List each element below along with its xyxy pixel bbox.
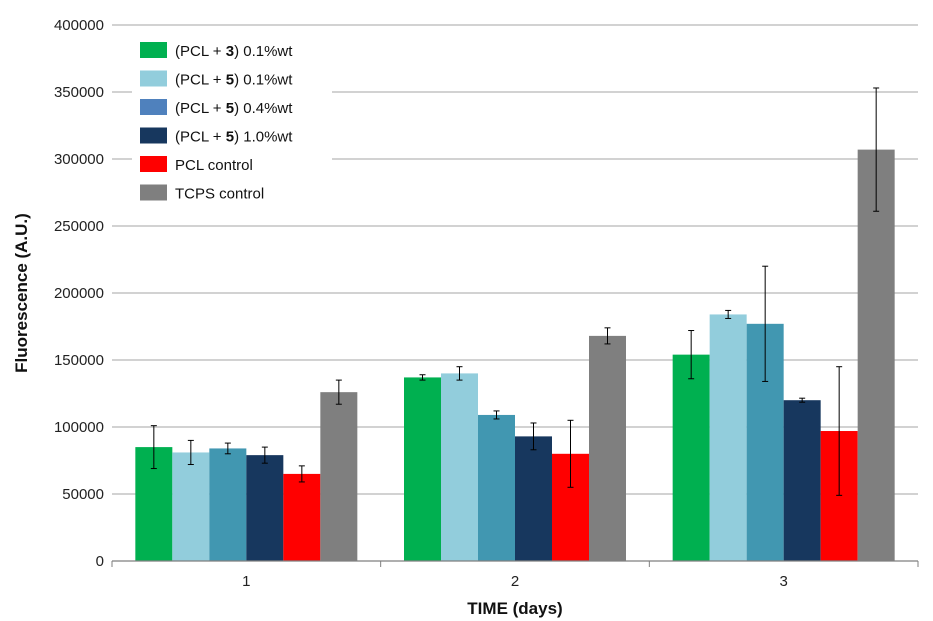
y-tick-label: 400000: [54, 17, 104, 34]
bar: [172, 452, 210, 561]
y-tick-label: 100000: [54, 419, 104, 436]
legend-swatch: [140, 184, 167, 201]
error-bar: [298, 465, 305, 483]
error-bar: [688, 330, 695, 380]
legend-label: PCL control: [175, 157, 253, 174]
legend-label: (PCL + 5) 1.0%wt: [175, 129, 293, 146]
error-bar: [836, 366, 843, 496]
error-bar: [567, 419, 574, 488]
error-bar: [604, 327, 611, 345]
legend-item: (PCL + 3) 0.1%wt: [140, 42, 293, 60]
bar: [589, 335, 626, 561]
bars: [135, 87, 895, 561]
bar: [478, 414, 515, 561]
bar: [857, 149, 895, 561]
legend-item: TCPS control: [140, 184, 264, 203]
legend-swatch: [140, 42, 167, 58]
error-bar: [261, 446, 268, 464]
error-bar: [873, 87, 880, 212]
legend-swatch: [140, 70, 167, 87]
bar: [515, 436, 552, 561]
error-bar: [335, 379, 342, 405]
error-bar: [725, 309, 732, 319]
legend-swatch: [140, 99, 167, 115]
y-tick-labels: 0 50000 100000 150000 200000 250000 300000 3500…: [54, 17, 104, 570]
legend: (PCL + 3) 0.1%wt (PCL + 5) 0.1%wt (PCL + 5…: [132, 33, 332, 211]
y-tick-label: 200000: [54, 285, 104, 302]
legend-label: (PCL + 5) 0.1%wt: [175, 72, 293, 89]
bar: [246, 455, 284, 561]
y-tick-label: 350000: [54, 84, 104, 101]
y-tick-label: 50000: [62, 486, 104, 503]
legend-item: (PCL + 5) 1.0%wt: [140, 127, 293, 146]
legend-item: (PCL + 5) 0.4%wt: [140, 99, 293, 117]
error-bar: [530, 422, 537, 451]
x-tick-label: 2: [511, 573, 519, 590]
bar: [441, 373, 478, 561]
y-tick-label: 0: [96, 553, 104, 570]
x-tick-label: 1: [242, 573, 250, 590]
legend-label: TCPS control: [175, 186, 264, 203]
y-tick-label: 150000: [54, 352, 104, 369]
legend-swatch: [140, 127, 167, 144]
bar: [320, 392, 358, 561]
bar: [709, 314, 747, 561]
bar: [783, 400, 821, 561]
error-bar: [419, 374, 426, 381]
error-bar: [799, 397, 806, 403]
legend-swatch: [140, 156, 167, 172]
error-bar: [150, 425, 157, 470]
y-axis-title: Fluorescence (A.U.): [12, 213, 31, 373]
error-bar: [224, 442, 231, 455]
x-tick-labels: 1 2 3: [111, 561, 919, 590]
error-bar: [187, 439, 194, 466]
bar: [283, 473, 321, 561]
error-bar: [762, 265, 769, 382]
legend-item: PCL control: [140, 156, 253, 174]
bar: [672, 354, 710, 561]
x-tick-label: 3: [779, 573, 787, 590]
bar: [404, 377, 441, 561]
legend-label: (PCL + 5) 0.4%wt: [175, 100, 293, 117]
error-bar: [456, 366, 463, 381]
legend-label: (PCL + 3) 0.1%wt: [175, 43, 293, 60]
y-tick-label: 250000: [54, 218, 104, 235]
legend-background: [132, 33, 332, 211]
x-axis-title: TIME (days): [467, 599, 562, 618]
legend-item: (PCL + 5) 0.1%wt: [140, 70, 293, 89]
error-bar: [493, 410, 500, 420]
y-tick-label: 300000: [54, 151, 104, 168]
bar: [209, 448, 247, 561]
